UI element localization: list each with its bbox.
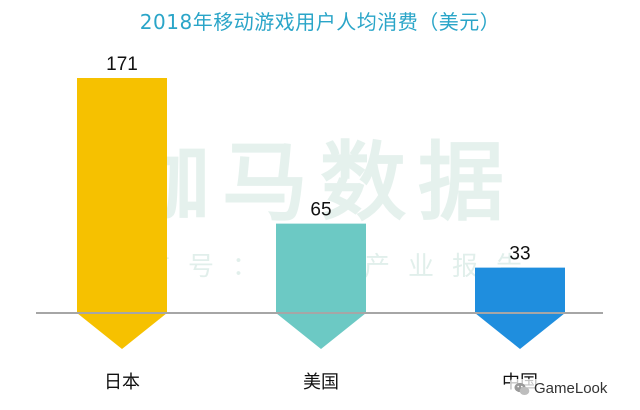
source-badge: GameLook xyxy=(510,379,612,398)
data-label: 33 xyxy=(509,244,530,265)
data-label: 171 xyxy=(106,54,138,75)
data-label: 65 xyxy=(310,200,331,221)
bar-中国 xyxy=(475,267,565,349)
wechat-icon xyxy=(514,382,530,395)
bar-美国 xyxy=(276,223,366,349)
category-label: 日本 xyxy=(104,372,140,393)
bar-日本 xyxy=(77,78,167,349)
source-badge-label: GameLook xyxy=(534,380,608,397)
chart-title: 2018年移动游戏用户人均消费（美元） xyxy=(139,10,501,34)
category-label: 美国 xyxy=(303,372,339,393)
